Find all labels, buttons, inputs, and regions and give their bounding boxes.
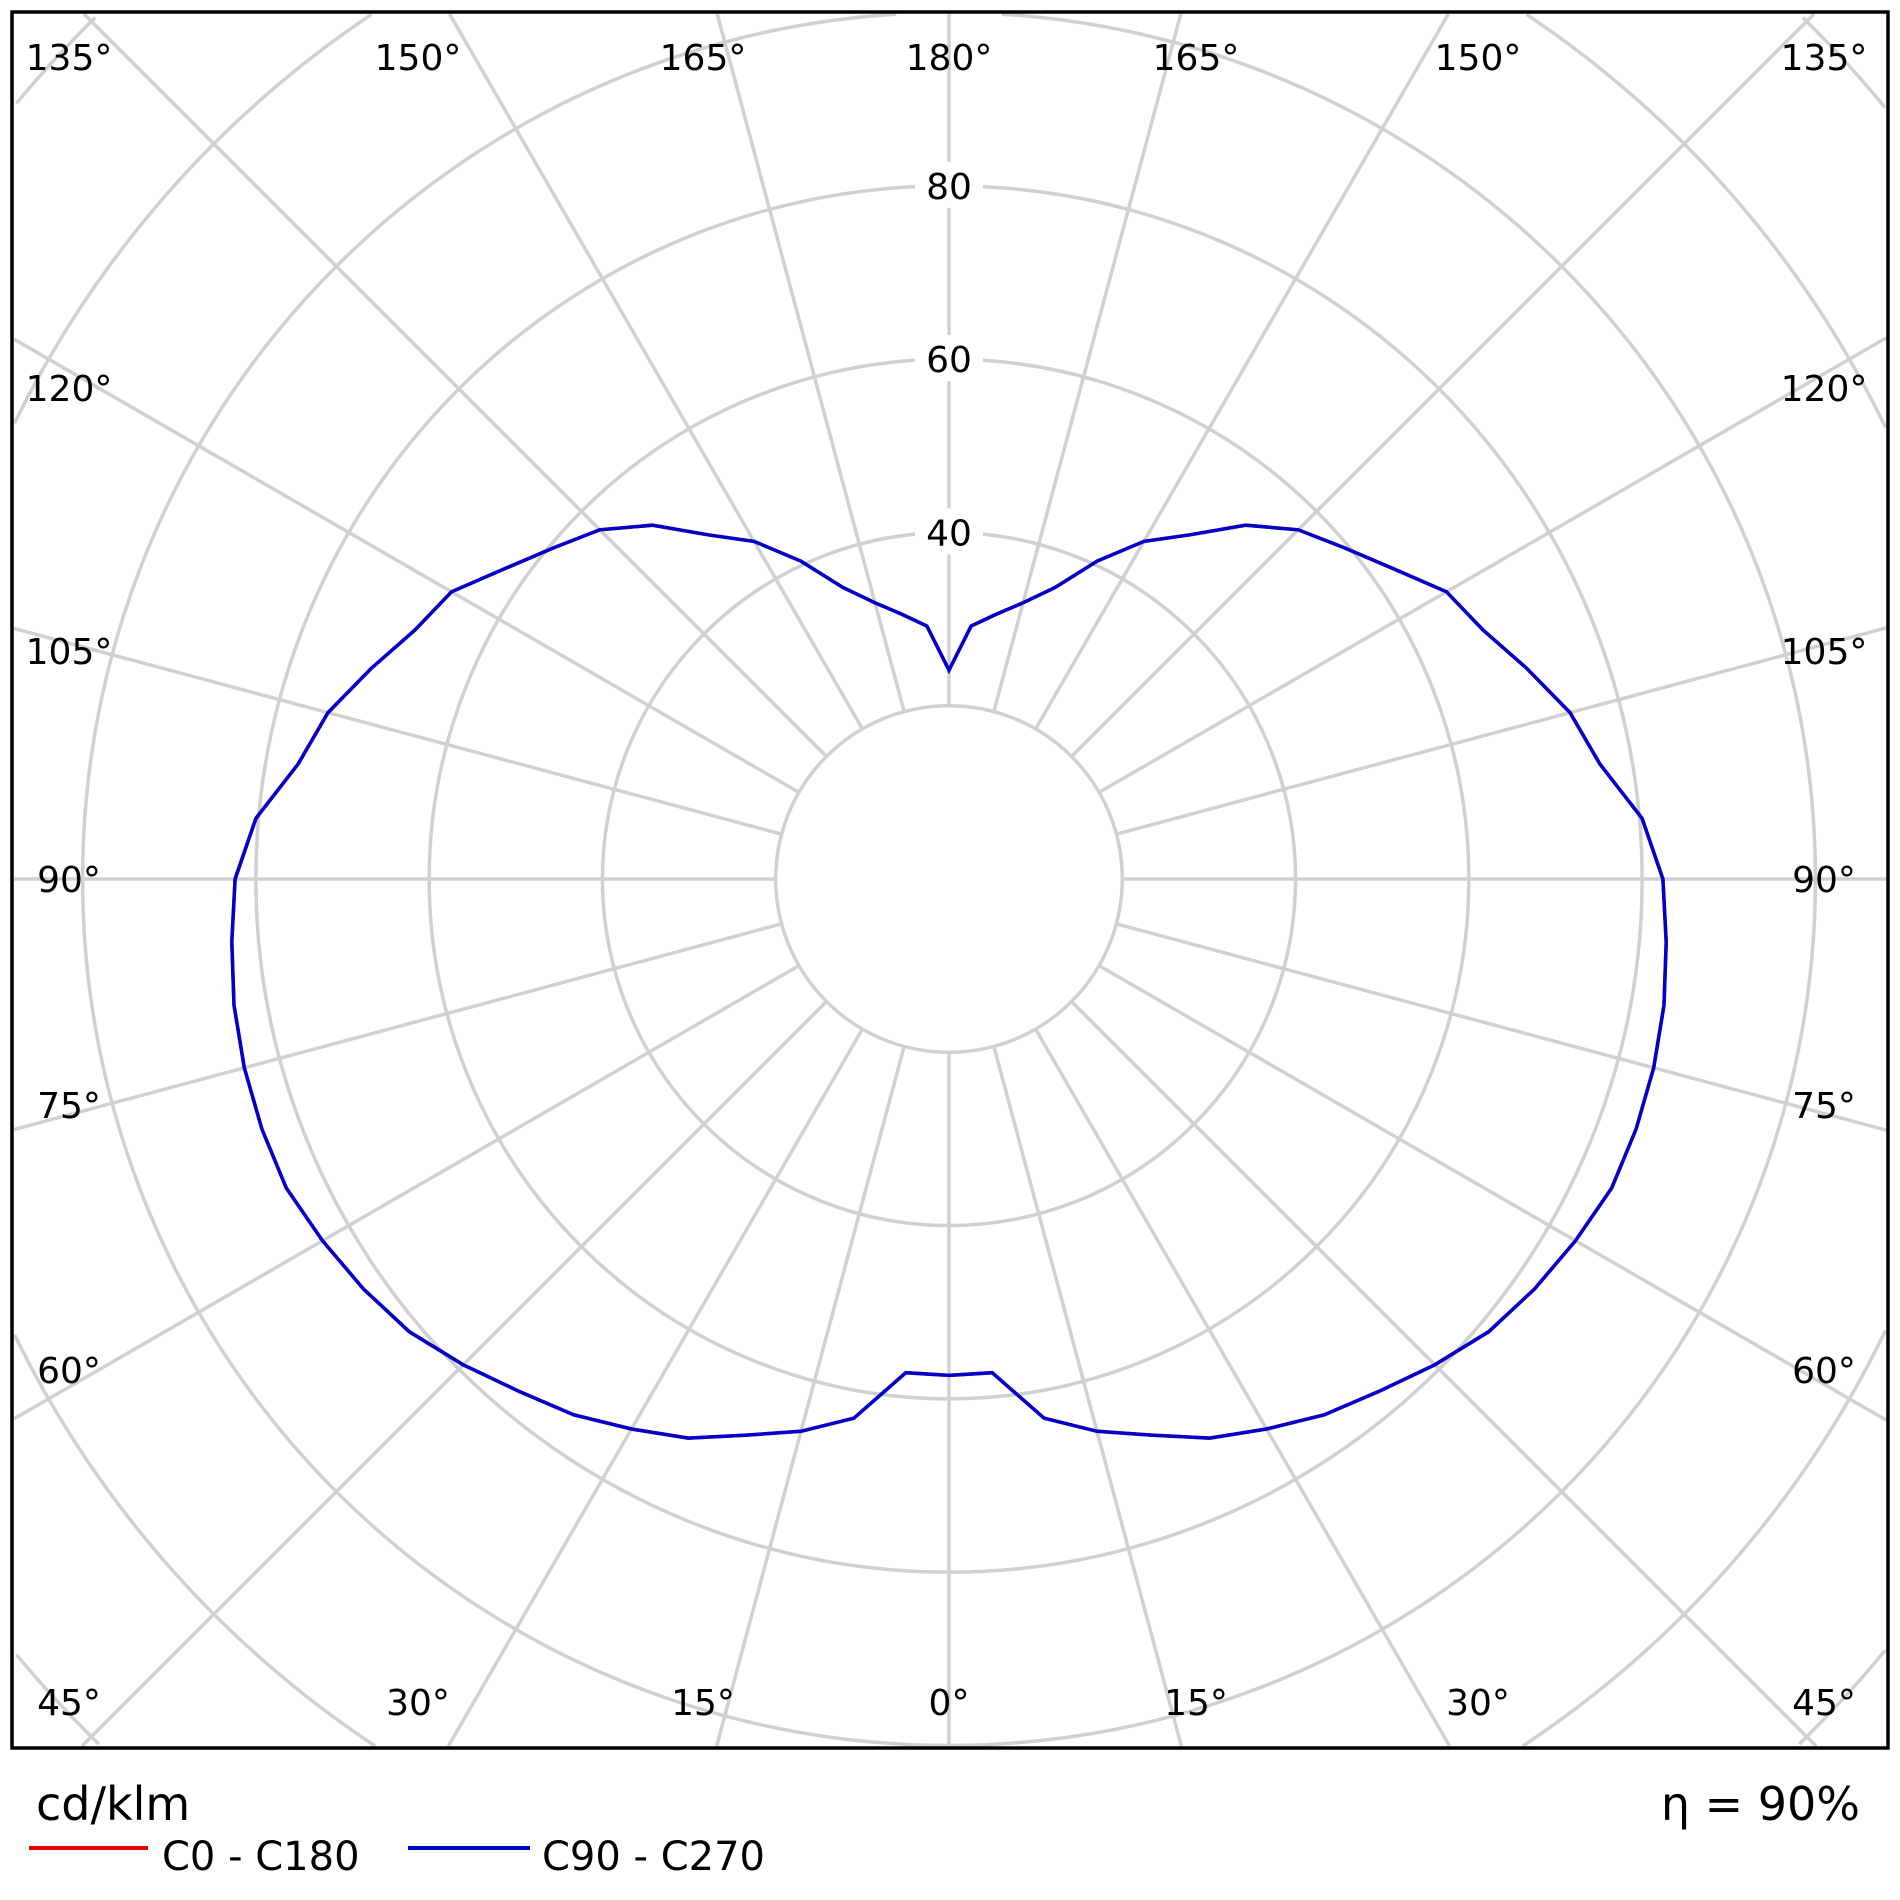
radial-tick-label: 40	[926, 513, 972, 554]
radial-grid-line	[82, 12, 828, 758]
series-curve-c90-c270	[230, 523, 1668, 1440]
angle-label: 180°	[906, 38, 993, 79]
radial-tick-label: 60	[926, 340, 972, 381]
angle-label: 165°	[1153, 38, 1240, 79]
angle-label: 105°	[26, 632, 113, 673]
ring-grid-line	[1525, 13, 1887, 429]
ring-label-background	[915, 161, 983, 208]
angle-label: 90°	[37, 860, 101, 901]
ring-grid-line	[773, 703, 1125, 1055]
angle-label: 75°	[1792, 1086, 1856, 1127]
ring-grid-line	[15, 16, 97, 105]
angle-label: 90°	[1792, 860, 1856, 901]
ring-grid-line	[15, 1653, 101, 1746]
angle-label: 0°	[929, 1683, 970, 1724]
angle-label: 75°	[37, 1086, 101, 1127]
radial-grid-line	[80, 1000, 828, 1748]
angle-label: 30°	[386, 1683, 450, 1724]
radial-grid-line	[992, 13, 1183, 713]
ring-grid-line	[12, 1334, 377, 1748]
angle-label: 120°	[1781, 369, 1868, 410]
radial-tick-labels: 40 60 80	[915, 161, 983, 555]
radial-grid-line	[1034, 13, 1450, 730]
polar-grid	[12, 12, 1887, 1748]
radial-grid-line	[1070, 12, 1816, 758]
ring-grid-line	[1001, 12, 1818, 879]
angle-label: 150°	[375, 38, 462, 79]
ring-grid-line	[80, 12, 1818, 1748]
radial-grid-line	[715, 13, 906, 713]
angle-label: 45°	[37, 1683, 101, 1724]
angle-label: 45°	[1792, 1683, 1856, 1724]
ring-grid-line	[12, 13, 373, 424]
ring-grid-line	[1797, 1649, 1887, 1746]
efficiency-label: η = 90%	[1661, 1777, 1860, 1831]
angle-label: 60°	[37, 1351, 101, 1392]
angle-label: 135°	[26, 38, 113, 79]
radial-grid-line	[1034, 1028, 1452, 1747]
ring-label-background	[915, 508, 983, 555]
angle-label: 15°	[671, 1683, 735, 1724]
radial-grid-line	[1070, 1000, 1818, 1748]
ring-grid-line	[1801, 16, 1887, 109]
angle-label: 15°	[1164, 1683, 1228, 1724]
legend-label-c90-c270: C90 - C270	[542, 1834, 765, 1880]
radial-grid-line	[714, 1045, 906, 1747]
radial-grid-line	[446, 1028, 864, 1747]
radial-grid-line	[1115, 922, 1887, 1132]
radial-grid-line	[1098, 964, 1887, 1422]
legend: C0 - C180 C90 - C270	[29, 1834, 765, 1880]
radial-grid-line	[13, 626, 783, 836]
legend-label-c0-c180: C0 - C180	[162, 1834, 360, 1880]
intensity-curves	[230, 523, 1668, 1440]
angle-label: 30°	[1446, 1683, 1510, 1724]
radial-grid-line	[1115, 626, 1887, 836]
angle-label: 60°	[1792, 1351, 1856, 1392]
radial-grid-line	[13, 964, 800, 1421]
unit-label: cd/klm	[36, 1777, 190, 1831]
angle-label: 165°	[660, 38, 747, 79]
angle-label: 120°	[26, 369, 113, 410]
radial-tick-label: 80	[926, 167, 972, 208]
plot-frame	[10, 10, 1890, 1750]
radial-grid-line	[13, 922, 783, 1132]
radial-grid-line	[13, 337, 800, 794]
angle-label: 135°	[1781, 38, 1868, 79]
radial-grid-line	[992, 1045, 1184, 1747]
ring-grid-line	[1521, 1329, 1887, 1748]
angle-label: 150°	[1435, 38, 1522, 79]
angle-label: 105°	[1781, 632, 1868, 673]
radial-grid-line	[448, 13, 864, 730]
ring-label-background	[915, 335, 983, 382]
radial-grid-line	[1098, 336, 1887, 794]
angle-labels: 135° 150° 165° 180° 165° 150° 135° 45° 30° 15° 0° 1…	[26, 38, 1868, 1724]
